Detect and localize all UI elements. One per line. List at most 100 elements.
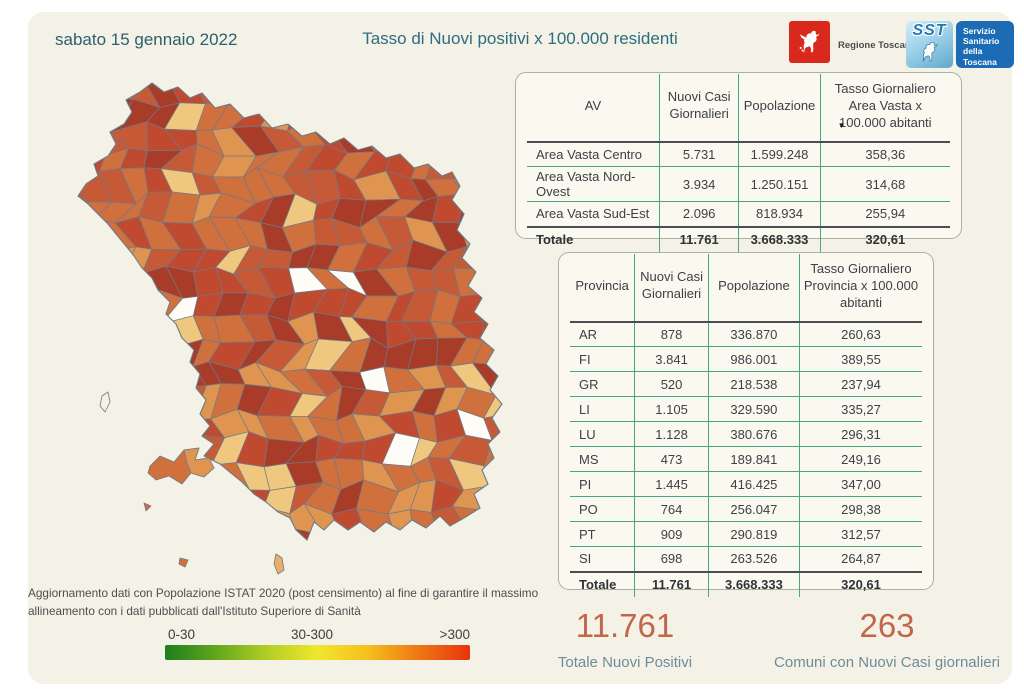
- municipality-cell[interactable]: [118, 407, 160, 445]
- municipality-cells[interactable]: [52, 78, 520, 588]
- municipality-cell[interactable]: [73, 78, 102, 98]
- municipality-cell[interactable]: [456, 555, 489, 587]
- municipality-cell[interactable]: [482, 314, 517, 341]
- municipality-cell[interactable]: [52, 464, 89, 488]
- municipality-cell[interactable]: [52, 414, 79, 436]
- municipality-cell[interactable]: [308, 560, 351, 585]
- municipality-cell[interactable]: [262, 78, 296, 103]
- municipality-cell[interactable]: [216, 78, 256, 108]
- municipality-cell[interactable]: [352, 103, 399, 124]
- municipality-cell[interactable]: [459, 121, 495, 157]
- municipality-cell[interactable]: [91, 336, 132, 368]
- municipality-cell[interactable]: [96, 268, 132, 299]
- municipality-cell[interactable]: [115, 435, 160, 466]
- municipality-cell[interactable]: [428, 78, 468, 108]
- municipality-cell[interactable]: [400, 78, 437, 108]
- municipality-cell[interactable]: [52, 340, 82, 366]
- municipality-cell[interactable]: [305, 96, 346, 131]
- municipality-cell[interactable]: [68, 96, 102, 130]
- municipality-cell[interactable]: [52, 98, 78, 131]
- municipality-cell[interactable]: [192, 561, 220, 583]
- municipality-cell[interactable]: [452, 148, 495, 180]
- municipality-cell[interactable]: [477, 193, 514, 228]
- municipality-cell[interactable]: [471, 123, 516, 154]
- municipality-cell[interactable]: [429, 121, 470, 157]
- municipality-cell[interactable]: [135, 386, 181, 416]
- municipality-cell[interactable]: [451, 78, 492, 108]
- municipality-cell[interactable]: [499, 289, 520, 323]
- municipality-cell[interactable]: [52, 554, 86, 576]
- municipality-cell[interactable]: [505, 385, 520, 419]
- municipality-cell[interactable]: [210, 562, 256, 585]
- municipality-cell[interactable]: [477, 218, 515, 248]
- municipality-cell[interactable]: [52, 127, 86, 151]
- municipality-cell[interactable]: [88, 536, 124, 563]
- municipality-cell[interactable]: [453, 267, 494, 297]
- municipality-cell[interactable]: [333, 559, 371, 580]
- municipality-cell[interactable]: [496, 532, 520, 563]
- municipality-cell[interactable]: [52, 485, 89, 512]
- island-pianosa[interactable]: [178, 557, 189, 568]
- municipality-cell[interactable]: [236, 528, 274, 562]
- municipality-cell[interactable]: [477, 83, 515, 103]
- municipality-cell[interactable]: [113, 504, 150, 540]
- municipality-cell[interactable]: [52, 218, 79, 253]
- municipality-cell[interactable]: [160, 504, 204, 538]
- municipality-cell[interactable]: [411, 533, 438, 561]
- island-giglio[interactable]: [273, 553, 285, 575]
- municipality-cell[interactable]: [52, 78, 78, 106]
- municipality-cell[interactable]: [499, 267, 520, 295]
- municipality-cell[interactable]: [499, 314, 520, 347]
- municipality-cell[interactable]: [87, 504, 124, 540]
- municipality-cell[interactable]: [497, 364, 520, 396]
- municipality-cell[interactable]: [499, 240, 520, 272]
- municipality-cell[interactable]: [119, 363, 157, 393]
- municipality-cell[interactable]: [73, 218, 106, 253]
- municipality-cell[interactable]: [478, 509, 515, 538]
- municipality-cell[interactable]: [191, 532, 226, 562]
- municipality-cell[interactable]: [73, 288, 110, 323]
- municipality-cell[interactable]: [382, 78, 423, 107]
- municipality-cell[interactable]: [119, 339, 149, 366]
- municipality-cell[interactable]: [144, 360, 181, 393]
- municipality-cell[interactable]: [118, 387, 157, 410]
- municipality-cell[interactable]: [71, 510, 107, 540]
- municipality-cell[interactable]: [286, 78, 323, 103]
- municipality-cell[interactable]: [76, 455, 104, 486]
- municipality-cell[interactable]: [160, 479, 196, 516]
- municipality-cell[interactable]: [168, 532, 204, 562]
- municipality-cell[interactable]: [52, 146, 86, 179]
- municipality-cell[interactable]: [164, 414, 198, 439]
- municipality-cell[interactable]: [476, 170, 514, 202]
- municipality-cell[interactable]: [73, 313, 110, 344]
- municipality-cell[interactable]: [381, 103, 423, 124]
- municipality-cell[interactable]: [308, 534, 342, 561]
- municipality-cell[interactable]: [351, 535, 396, 559]
- municipality-cell[interactable]: [400, 105, 437, 126]
- municipality-cell[interactable]: [144, 346, 179, 365]
- municipality-cell[interactable]: [71, 536, 107, 562]
- municipality-cell[interactable]: [123, 319, 149, 348]
- municipality-cell[interactable]: [381, 119, 424, 148]
- municipality-cell[interactable]: [94, 319, 132, 341]
- municipality-cell[interactable]: [266, 528, 293, 561]
- municipality-cell[interactable]: [475, 267, 512, 295]
- municipality-cell[interactable]: [87, 479, 125, 514]
- municipality-cell[interactable]: [96, 407, 132, 445]
- municipality-cell[interactable]: [458, 193, 488, 224]
- island-capraia[interactable]: [99, 391, 111, 413]
- municipality-cell[interactable]: [75, 360, 102, 392]
- municipality-cell[interactable]: [91, 364, 130, 392]
- municipality-cell[interactable]: [412, 554, 438, 585]
- municipality-cell[interactable]: [499, 481, 520, 517]
- municipality-cell[interactable]: [476, 527, 515, 563]
- municipality-cell[interactable]: [210, 481, 250, 513]
- municipality-cell[interactable]: [93, 78, 135, 100]
- municipality-cell[interactable]: [52, 201, 88, 220]
- municipality-cell[interactable]: [71, 479, 104, 514]
- municipality-cell[interactable]: [75, 336, 110, 368]
- municipality-cell[interactable]: [52, 528, 76, 562]
- municipality-cell[interactable]: [459, 98, 492, 129]
- municipality-cell[interactable]: [455, 527, 491, 555]
- municipality-cell[interactable]: [69, 414, 102, 438]
